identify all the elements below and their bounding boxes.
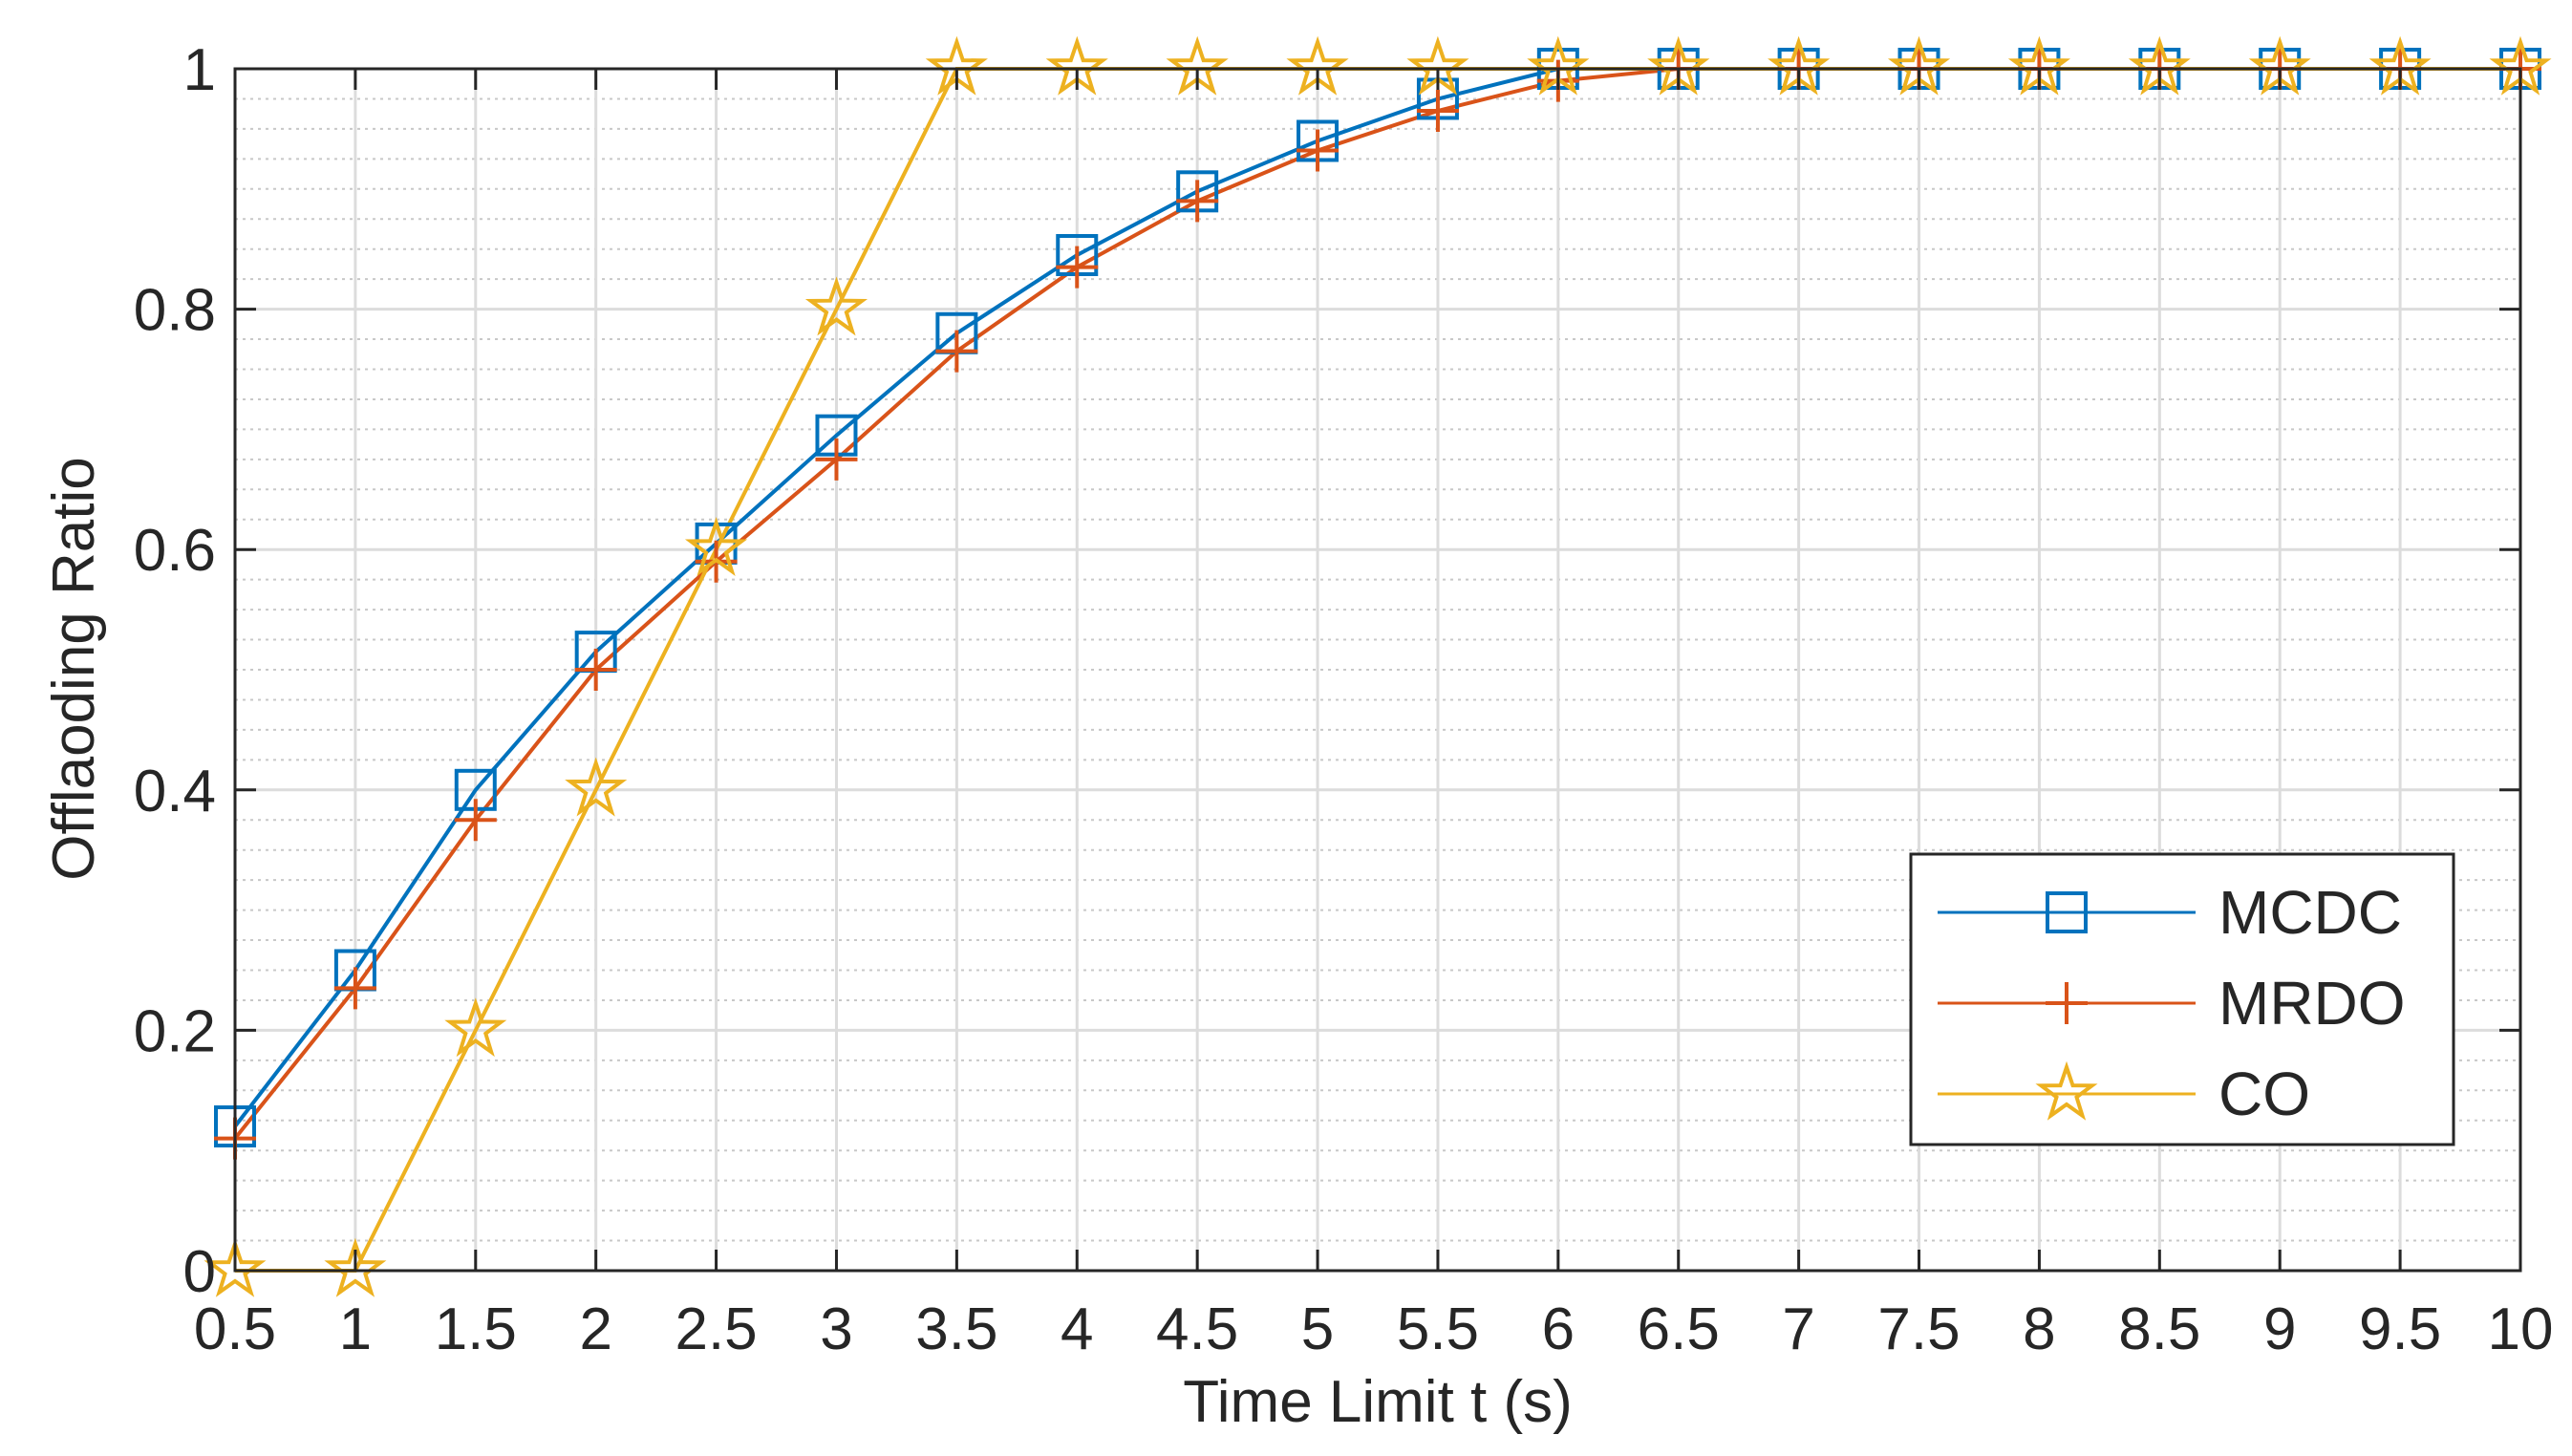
legend-marker-mrdo	[2046, 982, 2088, 1024]
legend-label-mrdo: MRDO	[2218, 969, 2406, 1038]
legend-box	[1909, 852, 2455, 1146]
data-point-co	[204, 1237, 267, 1297]
x-tick-label: 5.5	[1397, 1296, 1479, 1362]
data-point-co	[684, 516, 748, 576]
data-point-mrdo	[333, 967, 376, 1010]
legend-marker-co	[2035, 1060, 2098, 1121]
legend-label-mcdc: MCDC	[2218, 878, 2402, 947]
y-tick-label: 0.2	[134, 998, 216, 1064]
data-point-mrdo	[935, 330, 978, 373]
x-tick-label: 10	[2488, 1296, 2554, 1362]
x-tick-label: 5	[1301, 1296, 1334, 1362]
x-tick-label: 2.5	[675, 1296, 757, 1362]
data-point-co	[565, 757, 628, 817]
x-tick-label: 6	[1542, 1296, 1575, 1362]
data-point-mrdo	[1297, 129, 1340, 172]
legend-entry-mrdo: MRDO	[1938, 969, 2406, 1038]
x-tick-label: 1.5	[435, 1296, 517, 1362]
y-axis-label: Offlaoding Ratio	[41, 457, 107, 880]
x-tick-label: 9	[2263, 1296, 2296, 1362]
x-tick-label: 8.5	[2118, 1296, 2200, 1362]
data-point-co	[444, 997, 507, 1058]
x-tick-label: 1	[339, 1296, 372, 1362]
data-point-co	[324, 1237, 387, 1297]
legend-marker-symbol-mcdc	[2046, 891, 2088, 933]
plot-frame	[233, 67, 2522, 1273]
y-tick-label: 0.6	[134, 518, 216, 584]
x-tick-label: 7.5	[1877, 1296, 1960, 1362]
x-tick-label: 7	[1782, 1296, 1814, 1362]
x-tick-label: 4	[1061, 1296, 1093, 1362]
data-point-mrdo	[574, 649, 617, 691]
x-tick-label: 2	[579, 1296, 611, 1362]
data-point-mrdo	[454, 799, 497, 842]
y-tick-labels: 0 0.2 0.4 0.6 0.8 1	[134, 37, 216, 1305]
legend-entry-co: CO	[1938, 1060, 2310, 1128]
y-tick-label: 0.8	[134, 278, 216, 344]
data-point-mrdo	[1056, 246, 1099, 289]
legend-marker-symbol-mrdo	[2046, 982, 2088, 1024]
data-point-mrdo	[1416, 90, 1459, 133]
data-point-co	[804, 276, 868, 336]
legend-marker-mcdc	[2046, 891, 2088, 933]
x-tick-label: 9.5	[2359, 1296, 2441, 1362]
axis-ticks	[233, 67, 2522, 1273]
data-point-mrdo	[815, 438, 858, 481]
x-tick-label: 8	[2023, 1296, 2055, 1362]
legend-entry-mcdc: MCDC	[1938, 878, 2402, 947]
x-tick-label: 3.5	[915, 1296, 997, 1362]
legend: MCDC MRDO CO	[1909, 852, 2455, 1146]
y-tick-label: 1	[183, 37, 216, 103]
y-tick-label: 0.4	[134, 759, 216, 824]
y-tick-label: 0	[183, 1239, 216, 1305]
x-tick-labels: 0.5 1 1.5 2 2.5 3 3.5 4 4.5 5 5.5 6 6.5 7 7.5 8 8.5 9 9.5 1…	[194, 1296, 2554, 1362]
x-tick-label: 6.5	[1638, 1296, 1720, 1362]
legend-label-co: CO	[2218, 1060, 2310, 1128]
x-tick-label: 0.5	[194, 1296, 276, 1362]
x-tick-label: 3	[820, 1296, 852, 1362]
data-point-mrdo	[1176, 180, 1219, 223]
legend-marker-symbol-co	[2035, 1060, 2098, 1121]
x-tick-label: 4.5	[1156, 1296, 1238, 1362]
x-axis-label: Time Limit t (s)	[1183, 1369, 1573, 1435]
